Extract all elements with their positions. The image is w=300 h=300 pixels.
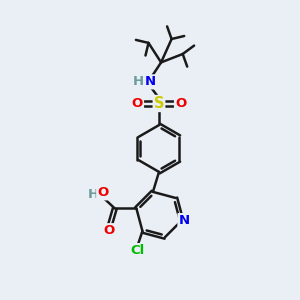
Text: Cl: Cl [131,244,145,257]
Text: O: O [132,97,143,110]
Text: O: O [104,224,115,237]
Text: O: O [97,186,108,199]
Text: O: O [175,97,186,110]
Text: N: N [178,214,190,227]
Text: H: H [87,188,98,201]
Text: H: H [132,75,144,88]
Text: S: S [154,96,164,111]
Text: N: N [144,75,156,88]
